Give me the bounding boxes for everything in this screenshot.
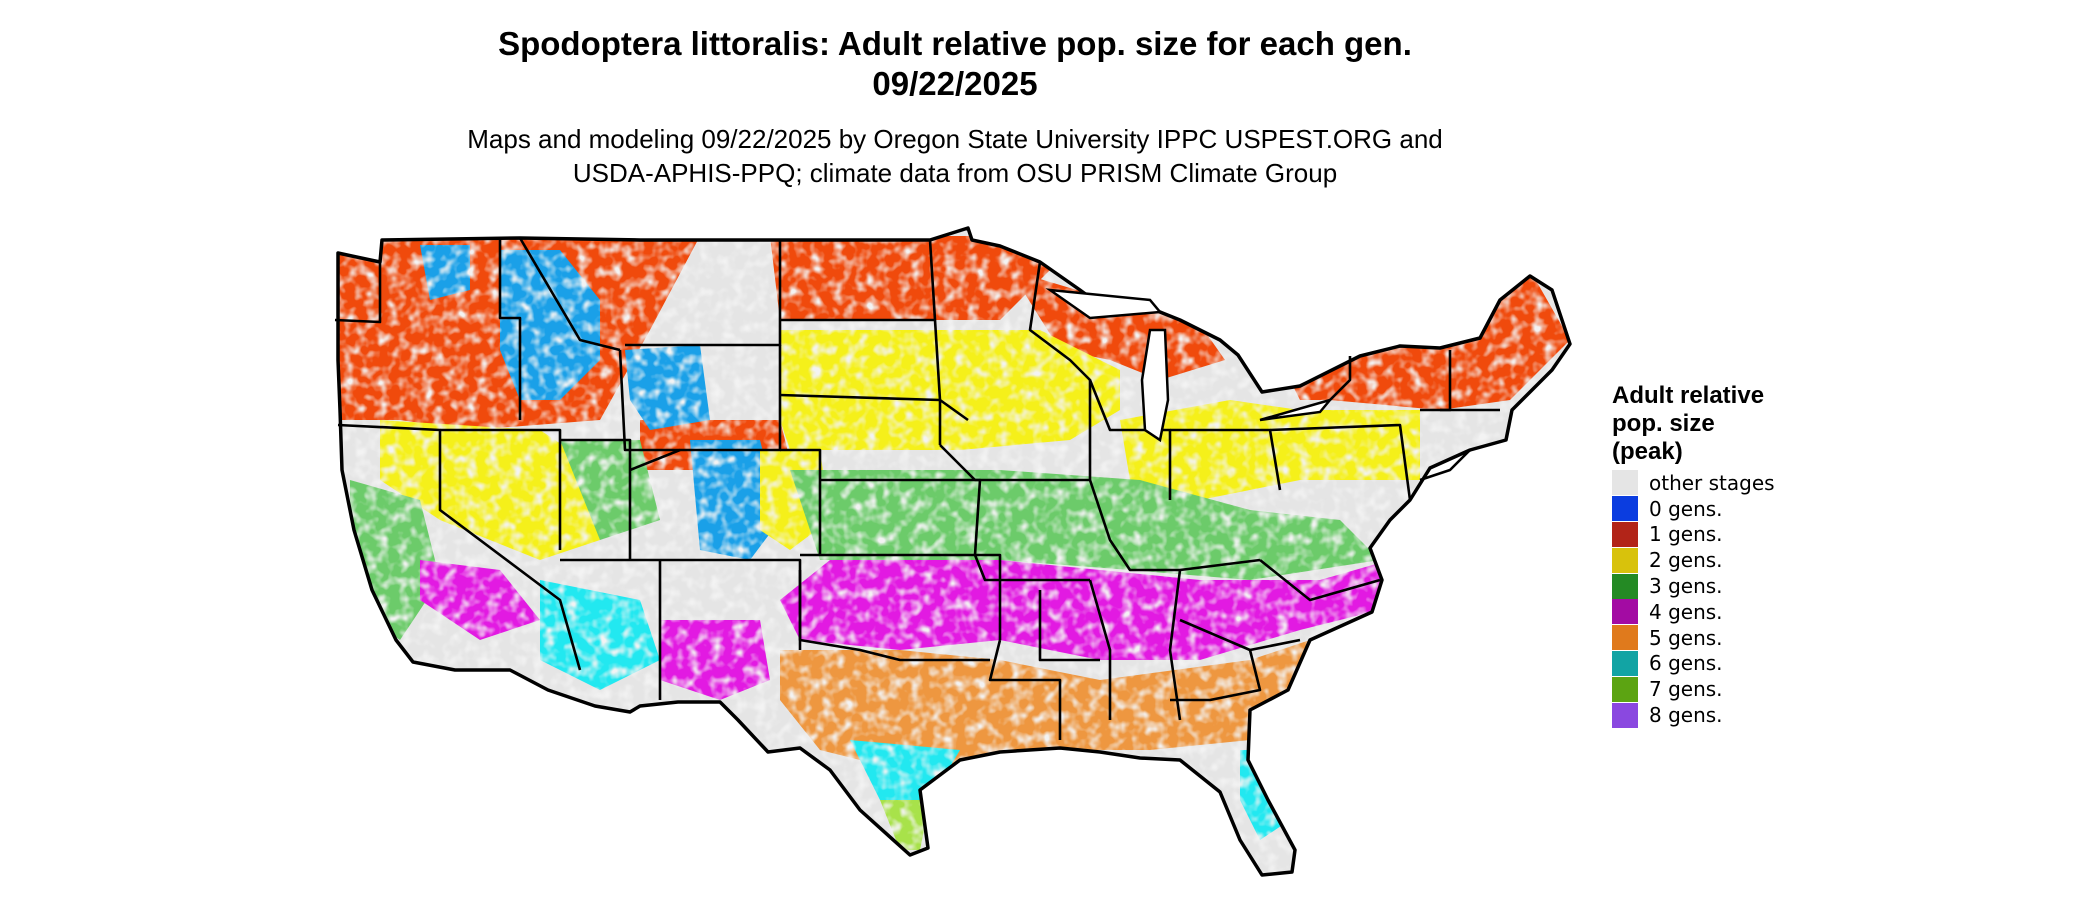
legend-title-line-1: Adult relative [1612,382,1765,409]
map-subtitle-line-2: USDA-APHIS-PPQ; climate data from OSU PR… [572,158,1338,188]
map-title-line-1: Spodoptera littoralis: Adult relative po… [498,25,1412,62]
legend-title-line-2: pop. size [1612,410,1715,437]
map-title: Spodoptera littoralis: Adult relative po… [0,24,1910,104]
legend-item: 5 gens. [1612,625,1802,651]
legend-item: 4 gens. [1612,599,1802,625]
legend-swatch [1612,573,1638,599]
mottle-texture [338,228,1570,875]
legend-item: 0 gens. [1612,496,1802,522]
legend-swatch [1612,496,1638,522]
legend-swatch [1612,599,1638,625]
legend-items: other stages 0 gens. 1 gens. 2 gens. 3 gens.… [1612,470,1802,728]
map-subtitle: Maps and modeling 09/22/2025 by Oregon S… [0,122,1910,190]
legend-item: 1 gens. [1612,521,1802,548]
legend-swatch [1612,676,1638,702]
legend-swatch [1612,650,1638,676]
map-title-date: 09/22/2025 [872,65,1038,102]
legend: Adult relative pop. size (peak) other st… [1612,382,1802,728]
legend-label: 2 gens. [1649,548,1723,573]
legend-label: 8 gens. [1649,703,1723,728]
legend-item: 6 gens. [1612,650,1802,677]
legend-label: 4 gens. [1649,599,1723,624]
legend-label: 3 gens. [1649,574,1723,599]
legend-item: 8 gens. [1612,702,1802,728]
state-boundaries [334,237,1500,740]
us-generations-map [334,226,1572,877]
legend-label: 1 gens. [1649,522,1723,547]
generation-regions [338,228,1570,875]
legend-swatch [1612,470,1638,496]
legend-swatch [1612,521,1638,547]
legend-item: 7 gens. [1612,676,1802,702]
legend-title-line-3: (peak) [1612,438,1683,465]
map-subtitle-line-1: Maps and modeling 09/22/2025 by Oregon S… [467,124,1443,154]
lake-superior [1045,288,1163,320]
legend-label: other stages [1649,470,1775,495]
legend-item: 3 gens. [1612,573,1802,599]
legend-label: 0 gens. [1649,496,1723,521]
legend-item: 2 gens. [1612,547,1802,573]
legend-swatch [1612,547,1638,573]
legend-swatch [1612,702,1638,728]
legend-label: 7 gens. [1649,677,1723,702]
legend-title: Adult relative pop. size (peak) [1612,382,1802,466]
lake-erie [1259,397,1334,422]
legend-item: other stages [1612,470,1802,496]
lake-michigan [1140,328,1170,443]
great-lakes [1045,288,1334,443]
legend-label: 5 gens. [1649,625,1723,650]
legend-swatch [1612,625,1638,651]
legend-label: 6 gens. [1649,651,1723,676]
